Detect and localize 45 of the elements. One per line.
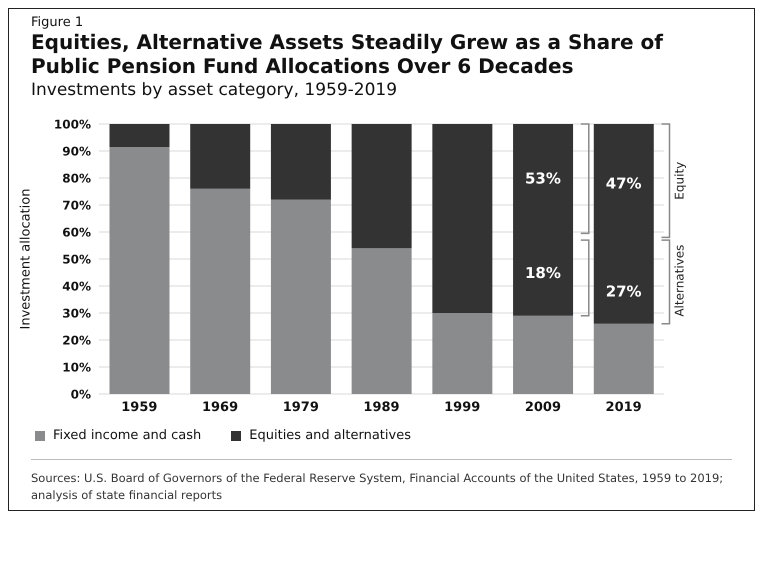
text: Equity <box>672 162 687 200</box>
annotation: 18% <box>524 264 561 282</box>
y-tick-label: 20% <box>62 333 91 348</box>
text: Alternatives <box>672 244 687 317</box>
bar <box>594 324 654 394</box>
y-tick-label: 0% <box>70 387 91 402</box>
y-tick-label: 50% <box>62 252 91 266</box>
legend-label: Fixed income and cash <box>53 428 202 443</box>
annotation: 53% <box>524 169 561 188</box>
source-note: Sources: U.S. Board of Governors of the Federal Reserve System, Financial Accounts of the United States, 1959 to 2019; analysis of state financial reports <box>31 470 724 504</box>
bar <box>270 200 331 394</box>
y-tick-label: 90% <box>62 144 91 158</box>
x-tick-label: 2009 <box>524 400 562 416</box>
bar <box>352 124 412 248</box>
x-tick-label: 2019 <box>606 400 642 416</box>
chart-subtitle: Investments by asset category, 1959-2019 <box>31 80 398 100</box>
bar <box>432 124 492 313</box>
bar <box>432 313 492 394</box>
x-tick-label: 1999 <box>444 400 480 416</box>
y-tick-label: 40% <box>62 279 91 294</box>
bar <box>594 124 654 324</box>
bar <box>109 124 170 147</box>
legend-label: Equities and alternatives <box>249 428 411 443</box>
x-tick-label: 1979 <box>282 400 319 416</box>
y-axis-title: Investment allocation <box>18 188 34 330</box>
bar <box>270 124 331 200</box>
bar <box>190 124 250 189</box>
bar <box>190 188 250 394</box>
x-tick-label: 1959 <box>121 400 158 416</box>
y-tick-label: 30% <box>62 306 91 320</box>
bar <box>352 248 412 394</box>
x-tick-label: 1989 <box>363 400 400 416</box>
y-tick-label: 100% <box>54 117 91 132</box>
bar <box>109 146 170 394</box>
bar <box>513 124 574 316</box>
caption: Figure 1 <box>31 15 84 30</box>
y-tick-label: 60% <box>62 225 91 240</box>
y-tick-label: 10% <box>62 360 91 374</box>
y-tick-label: 80% <box>62 171 91 186</box>
annotation: 47% <box>606 174 642 193</box>
annotation: 27% <box>606 282 642 301</box>
chart-title: Equities, Alternative Assets Steadily Grew as a Share of Public Pension Fund Allocations Over 6 Decades <box>31 30 664 78</box>
x-tick-label: 1969 <box>202 400 238 416</box>
y-tick-label: 70% <box>62 198 91 212</box>
bar <box>513 316 574 394</box>
